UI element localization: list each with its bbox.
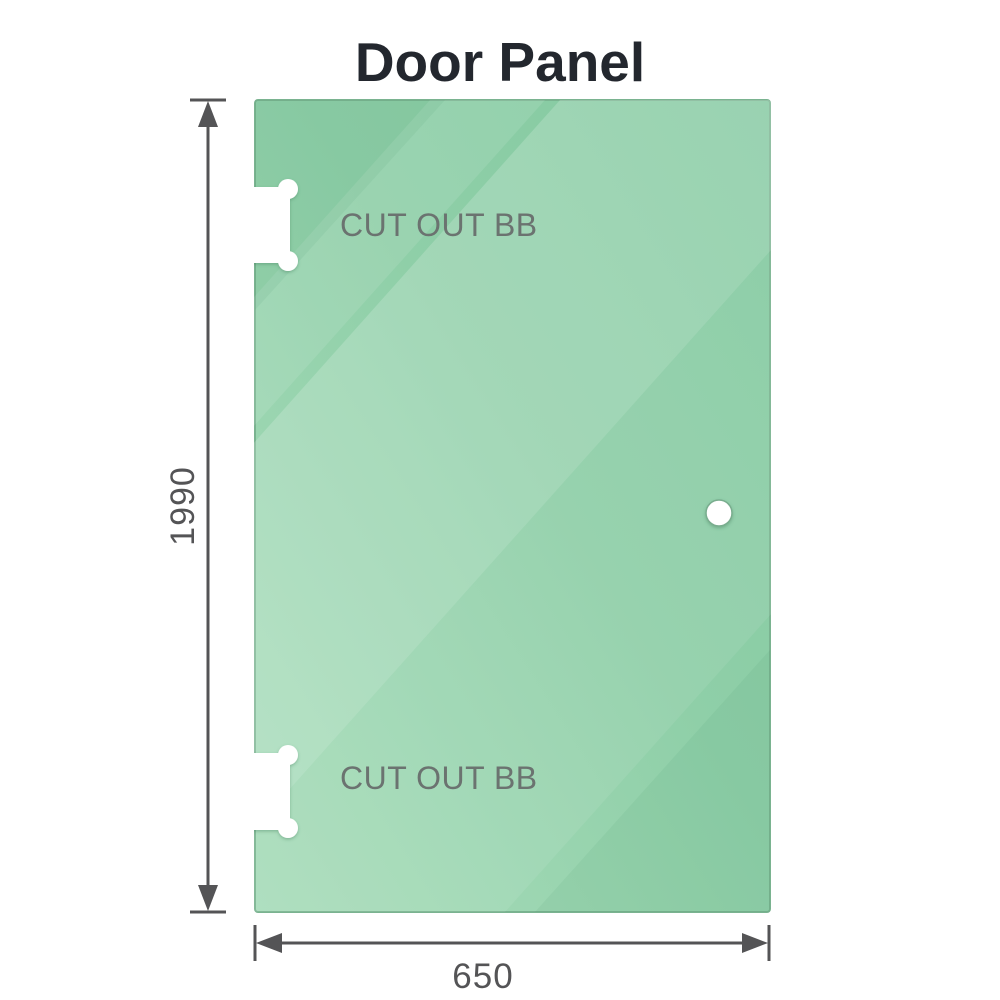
glass-panel-body (254, 99, 771, 913)
drill-hole-icon (278, 251, 298, 271)
bottom-hinge-cutout (254, 745, 298, 838)
arrow-right-icon (742, 933, 768, 953)
arrow-left-icon (256, 933, 282, 953)
drill-hole-icon (278, 818, 298, 838)
glass-reflections (254, 100, 771, 912)
glass-panel: CUT OUT BB CUT OUT BB (254, 99, 771, 913)
width-dimension: 650 (253, 925, 771, 996)
drill-hole-icon (278, 745, 298, 765)
width-dimension-label: 650 (452, 957, 513, 996)
bottom-cutout-label: CUT OUT BB (340, 760, 538, 796)
page-title: Door Panel (355, 31, 645, 93)
arrow-down-icon (198, 885, 218, 911)
handle-hole-icon (705, 499, 733, 527)
height-dimension: 1990 (164, 98, 226, 914)
top-hinge-cutout (254, 179, 298, 271)
drill-hole-icon (278, 179, 298, 199)
height-dimension-label: 1990 (164, 466, 202, 546)
arrow-up-icon (198, 101, 218, 127)
top-cutout-label: CUT OUT BB (340, 207, 538, 243)
